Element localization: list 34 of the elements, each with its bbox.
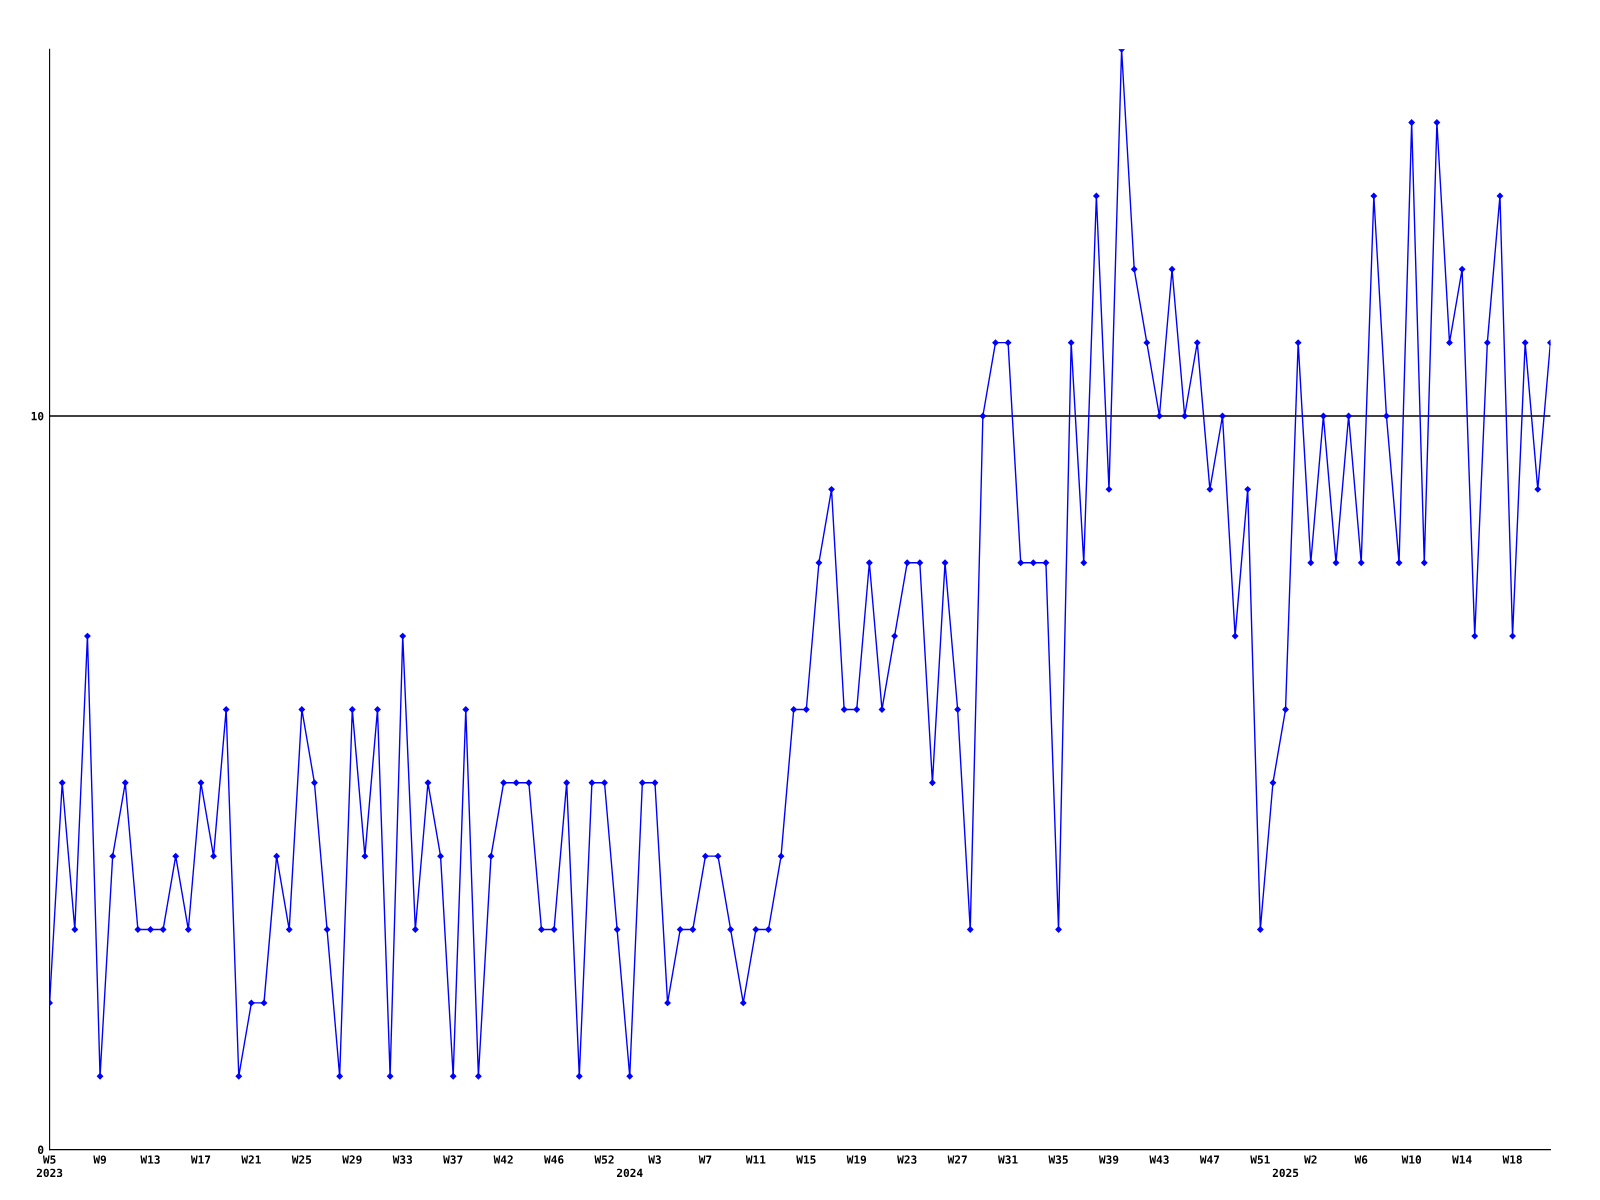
x-tick-label: W17 (190, 1155, 211, 1164)
y-tick-label: 10 (31, 411, 44, 421)
x-tick-label: W2 (1304, 1155, 1317, 1164)
x-tick-label: W33 (392, 1155, 413, 1164)
x-tick-label: W5 2023 (36, 1155, 63, 1178)
x-tick-label: W51 (1250, 1155, 1270, 1164)
x-tick-label: W23 (897, 1155, 917, 1164)
x-tick-label: W29 (342, 1155, 362, 1164)
x-tick-label: W7 (698, 1155, 712, 1164)
x-tick-label: W19 (846, 1155, 867, 1164)
x-tick-label: W47 (1199, 1155, 1220, 1164)
x-tick-label: 2025 (1272, 1168, 1299, 1178)
x-tick-label: W43 (1149, 1155, 1169, 1164)
x-tick-label: W10 (1401, 1155, 1422, 1164)
x-tick-label: W42 (493, 1155, 513, 1164)
x-tick-label: W14 (1452, 1155, 1472, 1164)
y-tick-label: 0 (38, 1145, 44, 1154)
x-tick-label: W13 (140, 1155, 160, 1164)
x-tick-label: W3 (648, 1155, 661, 1164)
x-tick-label: W31 (998, 1155, 1018, 1164)
x-tick-label: W52 (594, 1155, 614, 1164)
x-tick-label: W11 (745, 1155, 766, 1164)
x-tick-label: W39 (1098, 1155, 1119, 1164)
x-tick-label: W25 (291, 1155, 312, 1164)
x-tick-label: W9 (93, 1155, 107, 1164)
x-tick-label: W37 (443, 1155, 463, 1164)
x-tick-label: W46 (544, 1155, 564, 1164)
x-tick-label: W6 (1354, 1155, 1368, 1164)
x-tick-label: 2024 (616, 1168, 643, 1178)
x-tick-label: W27 (947, 1155, 967, 1164)
x-tick-label: W15 (796, 1155, 816, 1164)
x-tick-label: W21 (241, 1155, 261, 1164)
x-tick-label: W35 (1048, 1155, 1068, 1164)
x-tick-label: W18 (1502, 1155, 1522, 1164)
